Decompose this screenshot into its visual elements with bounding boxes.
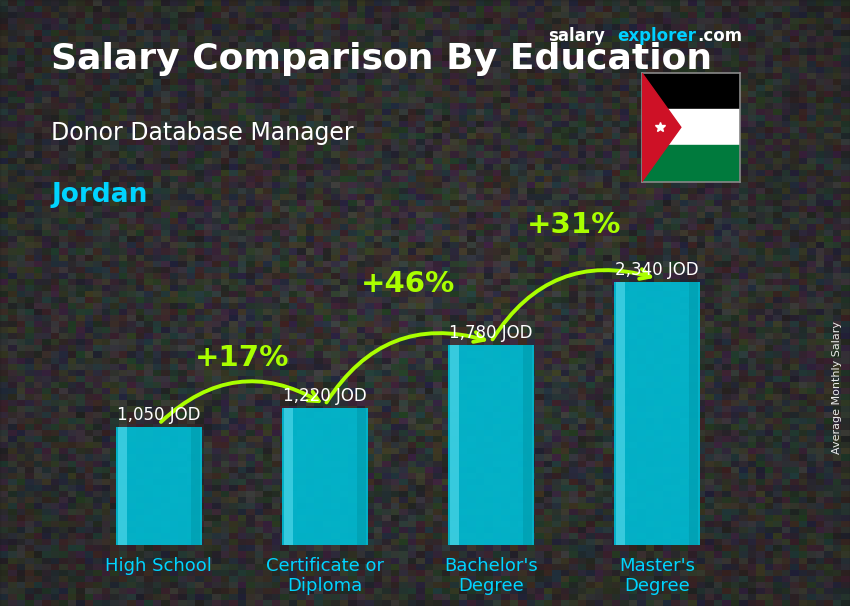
Bar (614, 282, 700, 545)
Bar (285, 408, 293, 545)
Bar (642, 109, 740, 145)
Bar (450, 345, 459, 545)
Polygon shape (642, 73, 681, 182)
Text: Jordan: Jordan (51, 182, 147, 208)
Bar (282, 408, 368, 545)
Bar (689, 282, 698, 545)
Text: Salary Comparison By Education: Salary Comparison By Education (51, 42, 712, 76)
Bar (616, 282, 625, 545)
Text: 2,340 JOD: 2,340 JOD (615, 261, 699, 279)
Bar (357, 408, 366, 545)
Text: Average Monthly Salary: Average Monthly Salary (832, 321, 842, 454)
Text: explorer: explorer (617, 27, 696, 45)
Bar (642, 145, 740, 182)
Text: 1,780 JOD: 1,780 JOD (450, 324, 533, 342)
Bar (118, 427, 127, 545)
Bar (448, 345, 534, 545)
Bar (523, 345, 531, 545)
Text: Donor Database Manager: Donor Database Manager (51, 121, 354, 145)
Text: salary: salary (548, 27, 605, 45)
Text: .com: .com (697, 27, 742, 45)
Text: +46%: +46% (361, 270, 455, 298)
Bar (191, 427, 200, 545)
Bar (642, 73, 740, 109)
Text: +17%: +17% (195, 344, 289, 372)
Bar (116, 427, 202, 545)
Text: +31%: +31% (527, 211, 621, 239)
Text: 1,050 JOD: 1,050 JOD (117, 406, 201, 424)
Text: 1,220 JOD: 1,220 JOD (283, 387, 367, 405)
